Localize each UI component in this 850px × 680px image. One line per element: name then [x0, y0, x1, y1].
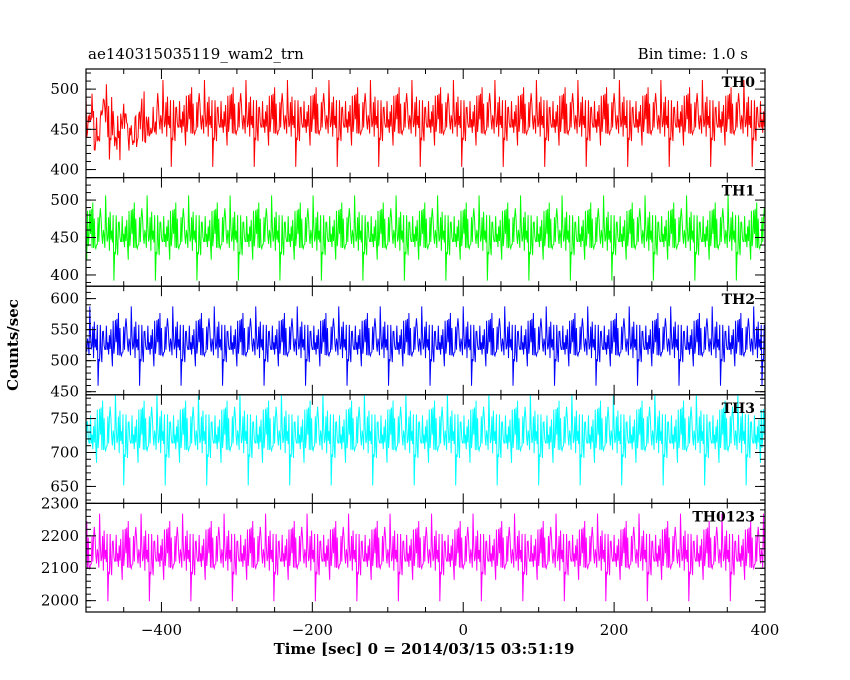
- x-tick-label: 400: [751, 621, 780, 639]
- y-tick-label: 2100: [41, 559, 79, 577]
- panel-label: TH2: [722, 292, 755, 308]
- y-axis-label: Counts/sec: [4, 299, 22, 391]
- x-tick-label: 0: [458, 621, 468, 639]
- y-tick-label: 550: [50, 321, 79, 339]
- y-tick-label: 2200: [41, 527, 79, 545]
- panel-th2: 450 500 550 600 TH2: [50, 285, 766, 401]
- series-th0: [86, 79, 765, 167]
- x-tick-label: −400: [141, 621, 182, 639]
- y-tick-label: 2300: [41, 494, 79, 512]
- y-tick-label: 500: [50, 352, 79, 370]
- panel-label: TH0: [722, 75, 756, 91]
- panel-th3: 650 700 750 TH3: [50, 394, 766, 504]
- y-tick-label: 750: [50, 410, 79, 428]
- x-axis-label: Time [sec] 0 = 2014/03/15 03:51:19: [274, 640, 575, 658]
- x-tick-label: 200: [600, 621, 629, 639]
- y-tick-label: 400: [50, 266, 79, 284]
- y-tick-label: 450: [50, 120, 79, 138]
- y-tick-label: 500: [50, 191, 79, 209]
- y-tick-label: 400: [50, 161, 79, 179]
- y-tick-label: 500: [50, 80, 79, 98]
- panel-th0: 400 450 500 TH0: [50, 68, 766, 179]
- series-th2: [86, 306, 765, 386]
- panels-group: 400 450 500 TH0 400 450 500 TH1 450 500 550 600 TH2 6…: [41, 68, 780, 639]
- panel-th0123: 2000 2100 2200 2300 TH0123: [41, 494, 766, 613]
- y-tick-label: 600: [50, 290, 79, 308]
- y-tick-label: 650: [50, 477, 79, 495]
- series-th0123: [86, 513, 765, 602]
- panel-label: TH3: [722, 401, 755, 417]
- y-tick-label: 450: [50, 383, 79, 401]
- panel-label: TH0123: [692, 509, 755, 525]
- series-th3: [86, 394, 765, 486]
- chart-title-right: Bin time: 1.0 s: [638, 45, 748, 63]
- y-tick-label: 450: [50, 229, 79, 247]
- panel-label: TH1: [722, 184, 755, 200]
- chart-title-left: ae140315035119_wam2_trn: [88, 45, 304, 63]
- y-tick-label: 700: [50, 443, 79, 461]
- y-tick-label: 2000: [41, 592, 79, 610]
- x-tick-label: −200: [292, 621, 333, 639]
- series-th1: [86, 195, 765, 281]
- panel-th1: 400 450 500 TH1: [50, 177, 766, 287]
